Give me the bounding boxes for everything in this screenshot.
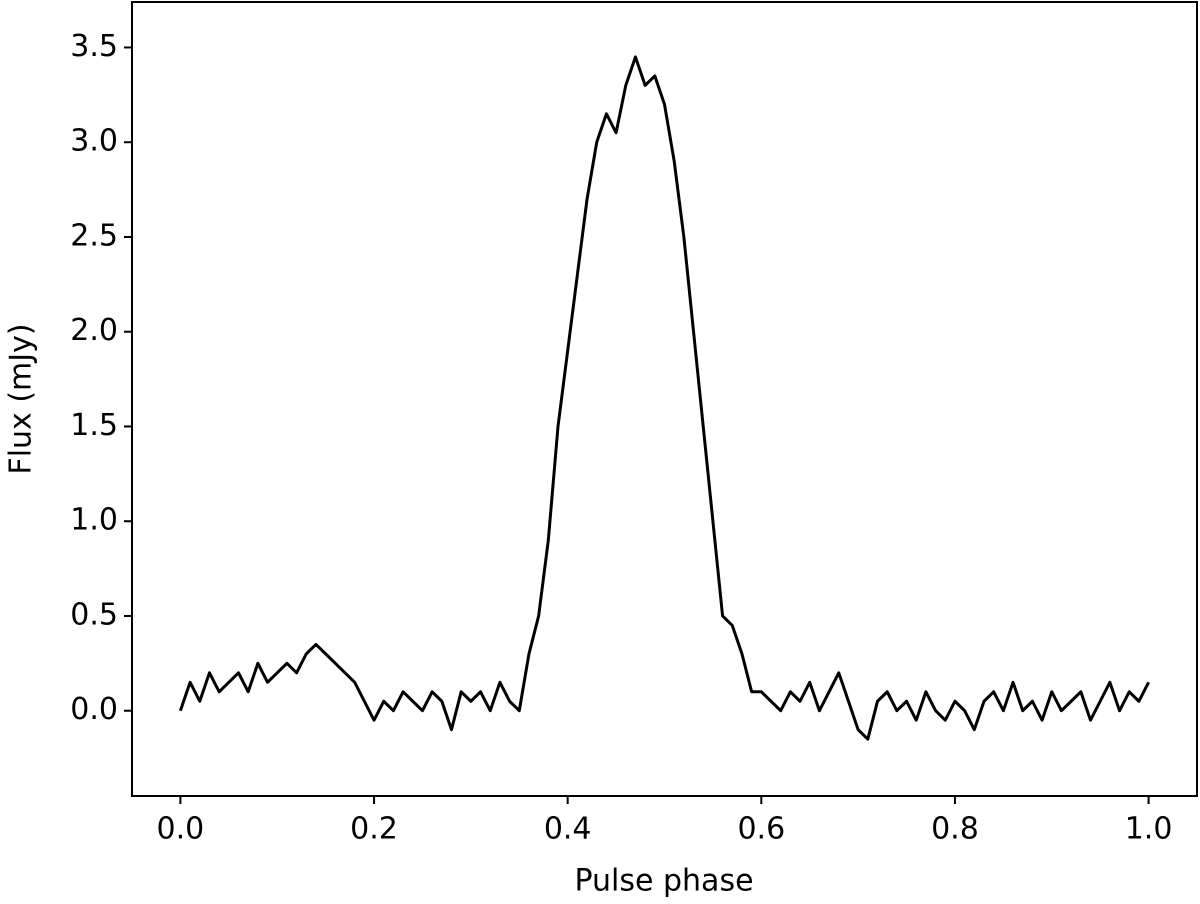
x-tick-label: 0.8 <box>931 812 979 847</box>
y-tick-label: 2.0 <box>70 313 118 348</box>
data-line <box>178 55 1150 741</box>
y-tick-label: 3.5 <box>70 29 118 64</box>
plot-frame <box>131 1 1198 797</box>
y-tick-label: 2.5 <box>70 218 118 253</box>
y-axis-label: Flux (mJy) <box>4 323 39 474</box>
x-tick-label: 0.0 <box>157 812 205 847</box>
y-tick-label: 0.5 <box>70 597 118 632</box>
x-tick-label: 0.2 <box>350 812 398 847</box>
y-tick-label: 1.0 <box>70 503 118 538</box>
y-tick-label: 0.0 <box>70 692 118 727</box>
x-tick-label: 1.0 <box>1125 812 1173 847</box>
x-axis-label: Pulse phase <box>574 864 753 899</box>
y-tick-label: 3.0 <box>70 124 118 159</box>
x-tick-label: 0.4 <box>544 812 592 847</box>
y-tick-label: 1.5 <box>70 408 118 443</box>
x-tick-label: 0.6 <box>737 812 785 847</box>
